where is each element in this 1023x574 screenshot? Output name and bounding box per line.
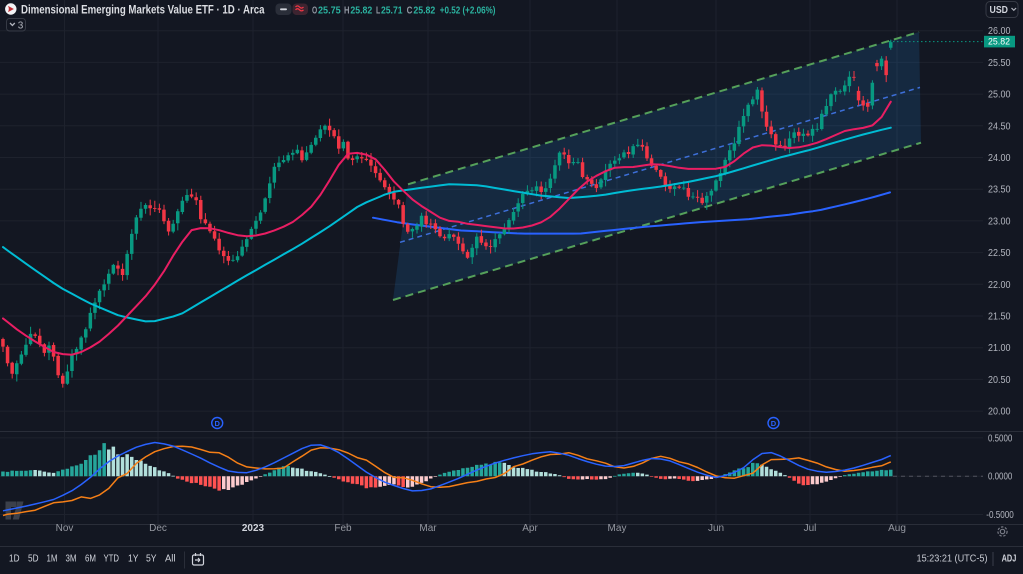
svg-text:1D: 1D <box>9 553 20 565</box>
svg-text:0.0000: 0.0000 <box>988 472 1013 483</box>
svg-text:25.50: 25.50 <box>988 58 1011 69</box>
svg-text:23.50: 23.50 <box>988 185 1011 196</box>
svg-text:25.71: 25.71 <box>381 4 403 16</box>
svg-text:1M: 1M <box>47 553 58 565</box>
svg-text:25.00: 25.00 <box>988 90 1011 101</box>
svg-text:-0.5000: -0.5000 <box>986 510 1014 521</box>
svg-text:25.82: 25.82 <box>413 4 435 16</box>
svg-text:Mar: Mar <box>419 523 437 534</box>
svg-text:5Y: 5Y <box>146 553 157 565</box>
svg-text:1Y: 1Y <box>128 553 139 565</box>
svg-text:H: H <box>344 4 350 16</box>
svg-text:20.50: 20.50 <box>988 375 1011 386</box>
svg-text:24.00: 24.00 <box>988 153 1011 164</box>
svg-text:5D: 5D <box>28 553 39 565</box>
svg-text:Dimensional Emerging Markets V: Dimensional Emerging Markets Value ETF ·… <box>21 3 265 17</box>
svg-text:25.75: 25.75 <box>318 4 341 16</box>
svg-text:22.00: 22.00 <box>988 280 1011 291</box>
svg-text:Apr: Apr <box>522 523 538 534</box>
svg-text:3M: 3M <box>66 553 77 565</box>
svg-text:USD: USD <box>990 5 1009 16</box>
svg-text:2023: 2023 <box>242 523 265 534</box>
svg-text:24.50: 24.50 <box>988 121 1011 132</box>
svg-text:26.00: 26.00 <box>988 26 1011 37</box>
svg-text:25.82: 25.82 <box>350 4 372 16</box>
svg-text:Dec: Dec <box>149 523 167 534</box>
svg-text:YTD: YTD <box>104 553 120 565</box>
svg-text:All: All <box>165 553 176 565</box>
svg-text:Aug: Aug <box>888 523 906 534</box>
svg-text:25.82: 25.82 <box>988 36 1010 47</box>
svg-text:C: C <box>407 4 413 16</box>
svg-text:O: O <box>312 4 317 16</box>
svg-text:23.00: 23.00 <box>988 216 1011 227</box>
svg-text:D: D <box>771 419 777 428</box>
svg-text:0.5000: 0.5000 <box>988 433 1013 444</box>
svg-text:May: May <box>608 523 627 534</box>
svg-text:+0.52 (+2.06%): +0.52 (+2.06%) <box>440 4 496 16</box>
svg-text:Jun: Jun <box>708 523 724 534</box>
svg-text:3: 3 <box>18 21 24 32</box>
svg-text:Jul: Jul <box>804 523 817 534</box>
svg-text:Feb: Feb <box>334 523 352 534</box>
svg-text:D: D <box>214 419 220 428</box>
svg-text:21.00: 21.00 <box>988 343 1011 354</box>
svg-text:22.50: 22.50 <box>988 248 1011 259</box>
svg-text:Nov: Nov <box>56 523 74 534</box>
svg-text:15:23:21 (UTC-5): 15:23:21 (UTC-5) <box>917 554 988 565</box>
svg-text:20.00: 20.00 <box>988 407 1011 418</box>
svg-text:L: L <box>376 4 381 16</box>
svg-text:6M: 6M <box>85 553 96 565</box>
svg-text:21.50: 21.50 <box>988 312 1011 323</box>
svg-text:ADJ: ADJ <box>1002 554 1017 565</box>
